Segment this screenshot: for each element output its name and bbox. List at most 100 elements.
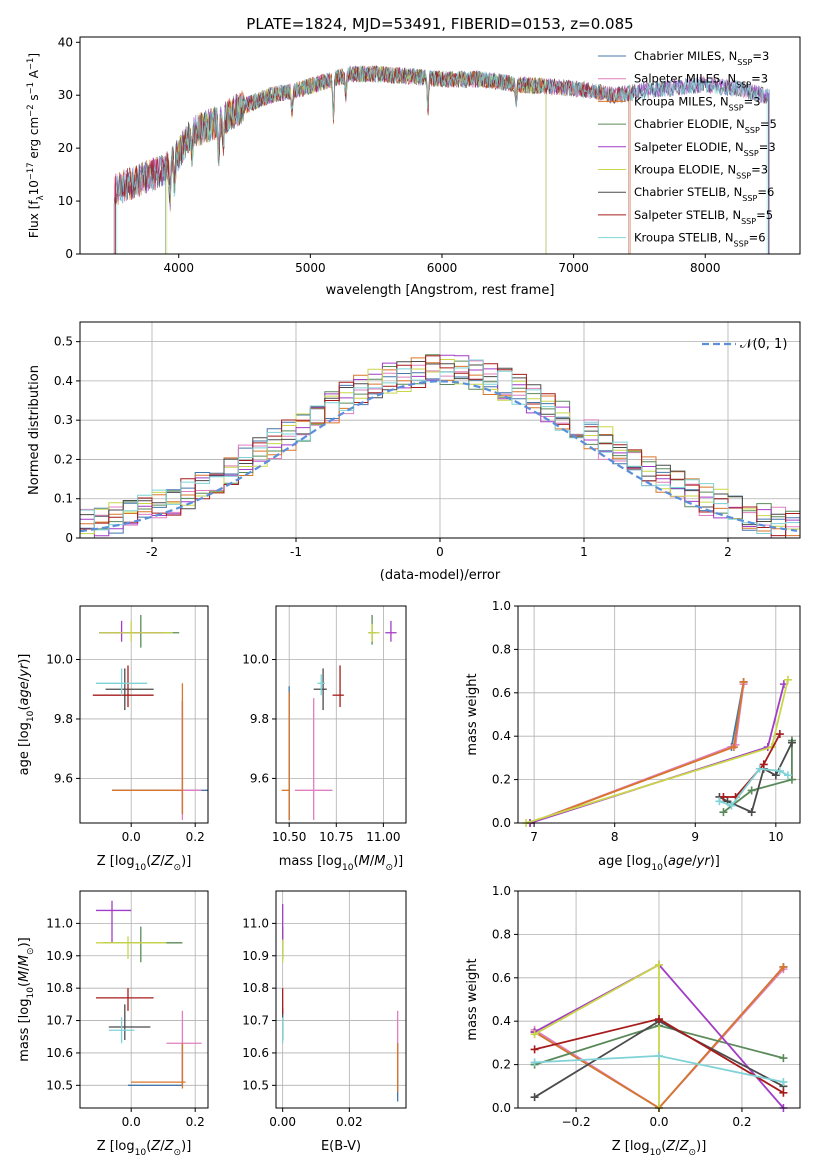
y-tick-label: 0.0 — [492, 816, 511, 830]
y-tick-label: 10 — [58, 194, 73, 208]
y-tick-label: 0.2 — [492, 1058, 511, 1072]
weight-marker — [755, 764, 764, 773]
x-axis-label: age [log10(age/yr)] — [598, 854, 720, 873]
axes-mass-vs-EBV — [276, 891, 406, 1108]
y-tick-label: 40 — [58, 35, 73, 49]
legend-entry: Kroupa STELIB, NSSP=6 — [634, 231, 766, 249]
plot-residuals — [80, 354, 800, 538]
x-tick-label: 5000 — [295, 261, 326, 275]
weight-marker — [655, 1015, 663, 1024]
ticks-age-vs-mass: 10.50 10.75 11.00 9.6 9.8 10.0 — [242, 653, 400, 844]
weight-marker — [783, 675, 792, 684]
legend-entry: Kroupa MILES, NSSP=3 — [634, 94, 761, 112]
x-axis-label: mass [log10(M/M⊙)] — [279, 854, 403, 873]
x-tick-label: 1 — [580, 545, 588, 559]
x-tick-label: 10.50 — [272, 830, 306, 844]
x-tick-label: 7000 — [558, 261, 589, 275]
y-tick-label: 9.8 — [250, 712, 269, 726]
y-tick-label: 11.0 — [46, 916, 73, 930]
x-tick-label: -2 — [146, 545, 158, 559]
y-tick-label: 10.8 — [46, 981, 73, 995]
y-tick-label: 0.2 — [54, 452, 73, 466]
x-tick-label: 0.02 — [336, 1115, 363, 1129]
weight-marker — [783, 771, 792, 780]
y-tick-label: 0.4 — [492, 1014, 511, 1028]
legend-entry: Chabrier STELIB, NSSP=6 — [634, 185, 774, 203]
weight-marker — [739, 677, 748, 686]
x-tick-label: -1 — [290, 545, 302, 559]
weight-marker — [779, 1088, 788, 1097]
weight-marker — [719, 808, 728, 817]
x-axis-label: Z [log10(Z/Z⊙)] — [97, 854, 192, 873]
x-axis-label: E(B-V) — [321, 1139, 361, 1154]
y-axis-label: age [log10(age/yr)] — [17, 654, 36, 776]
legend-entry: Salpeter STELIB, NSSP=5 — [634, 208, 773, 226]
y-tick-label: 10.0 — [242, 653, 269, 667]
x-tick-label: 0.2 — [186, 830, 205, 844]
weight-marker — [747, 786, 756, 795]
legend-entry: 𝒩(0, 1) — [740, 337, 787, 352]
y-tick-label: 0.8 — [492, 927, 511, 941]
x-tick-label: 9 — [691, 830, 699, 844]
x-axis-label: wavelength [Angstrom, rest frame] — [326, 283, 555, 298]
y-axis-label: Normed distribution — [27, 365, 42, 495]
y-axis-label: Flux [fλ10−17 erg cm−2 s−1 A−1] — [25, 53, 45, 238]
weight-marker — [779, 1054, 788, 1063]
axes-frame — [79, 890, 209, 1109]
weight-marker — [775, 766, 784, 775]
y-tick-label: 10.9 — [242, 949, 269, 963]
y-tick-label: 10.9 — [46, 949, 73, 963]
axes-frame — [517, 605, 801, 824]
weight-marker — [771, 771, 780, 780]
y-tick-label: 20 — [58, 141, 73, 155]
y-tick-label: 10.6 — [46, 1046, 73, 1060]
ticks-mass-vs-Z: 0.0 0.2 10.5 10.6 10.7 10.8 10.9 11.0 — [46, 916, 204, 1129]
plot-mass-vs-EBV — [282, 903, 399, 1102]
x-tick-label: 7 — [530, 830, 538, 844]
ticks-age-vs-Z: 0.0 0.2 9.6 9.8 10.0 — [46, 653, 204, 844]
x-tick-label: 0.00 — [269, 1115, 296, 1129]
ticks-weight-vs-age: 7 8 9 10 0.0 0.2 0.4 0.6 0.8 1.0 — [492, 599, 784, 844]
y-axis-label: mass weight — [465, 958, 480, 1040]
y-axis-label: mass weight — [465, 673, 480, 755]
axes-frame — [275, 605, 407, 824]
x-axis-label: Z [log10(Z/Z⊙)] — [612, 1139, 707, 1158]
plot-weight-vs-age — [522, 675, 796, 827]
weight-marker — [715, 797, 724, 806]
ticks-mass-vs-EBV: 0.00 0.02 10.5 10.6 10.7 10.8 10.9 11.0 — [242, 916, 362, 1129]
y-tick-label: 0 — [65, 247, 73, 261]
x-tick-label: 8 — [611, 830, 619, 844]
weight-marker — [727, 801, 736, 810]
plot-mass-vs-Z — [96, 900, 202, 1089]
legend-entry: Chabrier ELODIE, NSSP=5 — [634, 117, 777, 135]
y-axis-label: mass [log10(M/M⊙)] — [17, 937, 36, 1061]
x-tick-label: 0 — [436, 545, 444, 559]
y-tick-label: 0 — [65, 531, 73, 545]
y-tick-label: 10.7 — [46, 1014, 73, 1028]
y-tick-label: 0.3 — [54, 413, 73, 427]
figure-title: PLATE=1824, MJD=53491, FIBERID=0153, z=0… — [246, 15, 633, 33]
legend-entry: Kroupa ELODIE, NSSP=3 — [634, 163, 768, 181]
x-tick-label: 10.75 — [319, 830, 353, 844]
y-tick-label: 0.4 — [54, 374, 73, 388]
weight-marker — [530, 1030, 539, 1039]
weight-line — [722, 740, 793, 813]
x-axis-label: Z [log10(Z/Z⊙)] — [97, 1139, 192, 1158]
x-tick-label: 0.0 — [649, 1115, 668, 1129]
y-tick-label: 0.6 — [492, 686, 511, 700]
ticks-spectrum: 4000 5000 6000 7000 8000 0 10 20 30 40 — [58, 35, 721, 275]
weight-marker — [759, 760, 768, 769]
weight-marker — [655, 960, 663, 969]
axes-frame — [79, 605, 209, 824]
plot-age-vs-mass — [281, 614, 397, 821]
x-tick-label: 8000 — [690, 261, 721, 275]
weight-marker — [530, 1058, 539, 1067]
weight-marker — [779, 1077, 788, 1086]
y-tick-label: 0.1 — [54, 492, 73, 506]
y-tick-label: 1.0 — [492, 599, 511, 613]
y-tick-label: 10.6 — [242, 1046, 269, 1060]
x-tick-label: 0.0 — [122, 1115, 141, 1129]
x-tick-label: 0.0 — [122, 830, 141, 844]
axes-frame — [275, 890, 407, 1109]
axes-age-vs-Z — [80, 606, 208, 823]
